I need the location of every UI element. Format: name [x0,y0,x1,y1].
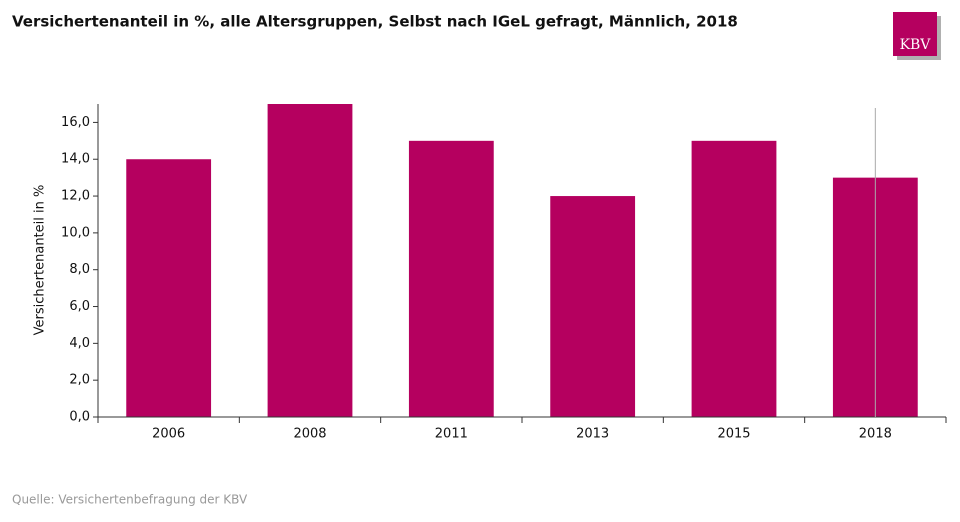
chart-title: Versichertenanteil in %, alle Altersgrup… [12,13,738,31]
source-note: Quelle: Versichertenbefragung der KBV [12,493,248,507]
y-tick-label: 4,0 [69,336,90,351]
x-tick-label: 2011 [435,427,468,442]
x-tick-label: 2013 [576,427,609,442]
y-tick-label: 12,0 [61,189,90,204]
y-tick-label: 10,0 [61,225,90,240]
bar [267,104,353,417]
bar [691,140,777,417]
x-tick-label: 2008 [293,427,326,442]
bar [126,159,212,417]
bar [550,196,636,417]
y-tick-label: 2,0 [69,373,90,388]
logo-text: KBV [900,37,932,53]
y-tick-label: 0,0 [69,410,90,425]
x-tick-label: 2018 [859,427,892,442]
bar [408,140,494,417]
y-axis-label: Versichertenanteil in % [33,185,48,336]
y-tick-label: 6,0 [69,299,90,314]
y-tick-label: 8,0 [69,262,90,277]
logo-box [893,12,937,56]
y-tick-label: 16,0 [61,115,90,130]
y-tick-label: 14,0 [61,152,90,167]
x-tick-label: 2006 [152,427,185,442]
x-tick-label: 2015 [717,427,750,442]
